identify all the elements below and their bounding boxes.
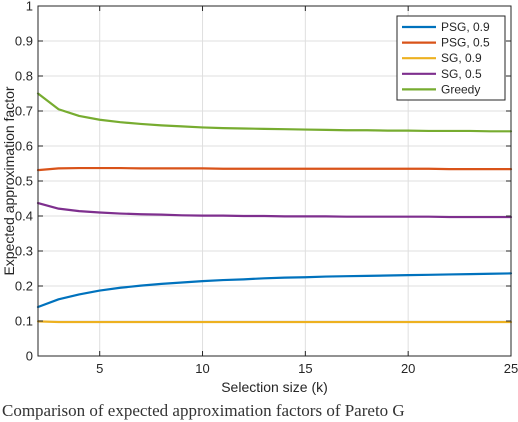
legend-label: Greedy: [441, 82, 480, 96]
y-tick-label: 0.1: [15, 314, 33, 329]
series-line-3: [36, 320, 513, 324]
y-tick-label: 0.5: [15, 174, 33, 189]
y-tick-label: 0.6: [15, 139, 33, 154]
legend-label: PSG, 0.9: [441, 20, 490, 34]
y-tick-label: 0: [26, 349, 33, 364]
line-chart: 5 10 15 20 25 0 0.1 0.2 0.3 0.4 0.5 0.6 0.7 0.8 0.9 1 P…: [1, 0, 518, 395]
series-line-4: [36, 201, 513, 219]
y-tick-label: 0.7: [15, 104, 33, 119]
ticks-layer: 5 10 15 20 25 0 0.1 0.2 0.3 0.4 0.5 0.6 0.7 0.8 0.9 1: [15, 0, 518, 376]
y-tick-label: 0.2: [15, 279, 33, 294]
x-tick-label: 5: [96, 361, 103, 376]
y-tick-label: 0.9: [15, 34, 33, 49]
x-tick-label: 20: [401, 361, 415, 376]
series-line-1: [36, 272, 513, 309]
y-tick-label: 0.4: [15, 209, 33, 224]
legend-label: SG, 0.5: [441, 67, 482, 81]
figure-caption: Comparison of expected approximation fac…: [2, 401, 405, 420]
x-axis-label: Selection size (k): [221, 379, 328, 395]
x-tick-label: 10: [195, 361, 209, 376]
y-tick-label: 0.3: [15, 244, 33, 259]
series-line-5: [36, 92, 513, 133]
y-tick-label: 1: [26, 0, 33, 14]
series-layer: [36, 92, 513, 324]
y-axis-label: Expected approximation factor: [1, 86, 17, 275]
legend-label: PSG, 0.5: [441, 36, 490, 50]
series-line-2: [36, 166, 513, 172]
x-tick-label: 15: [298, 361, 312, 376]
legend-label: SG, 0.9: [441, 51, 482, 65]
y-tick-label: 0.8: [15, 69, 33, 84]
x-tick-label: 25: [504, 361, 518, 376]
